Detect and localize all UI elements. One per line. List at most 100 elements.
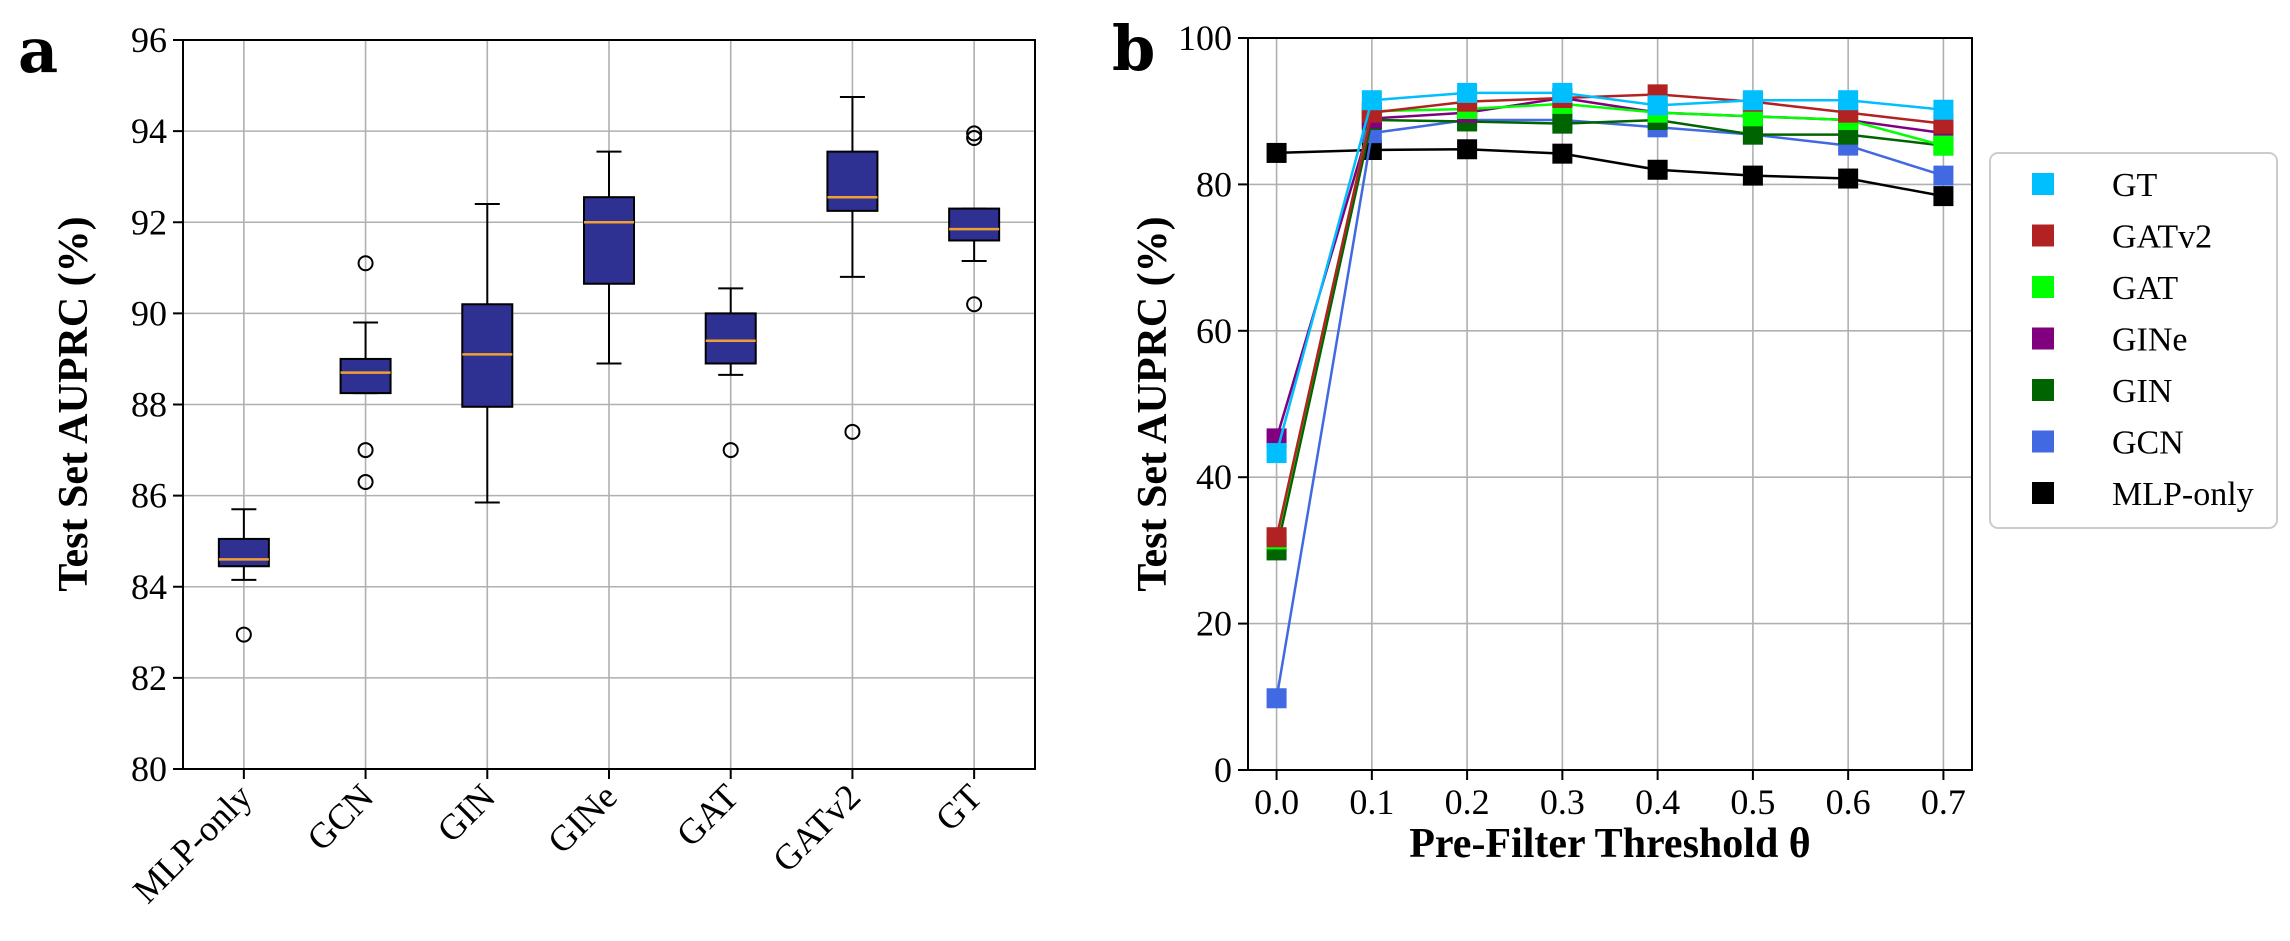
data-point bbox=[1742, 90, 1763, 111]
legend-item-gatv2: GATv2 bbox=[2032, 219, 2212, 256]
box-iqr bbox=[948, 207, 1001, 242]
y-tick-label: 80 bbox=[1196, 164, 1232, 204]
line-chart-legend: GT GATv2 GAT GINe GIN GCN MLP-only bbox=[1989, 152, 2278, 529]
y-tick-label: 94 bbox=[131, 111, 167, 151]
boxplot-boxes bbox=[217, 95, 1001, 643]
data-point bbox=[1361, 90, 1382, 111]
y-tick-label: 100 bbox=[1178, 18, 1232, 58]
legend-item-gt: GT bbox=[2032, 167, 2158, 204]
legend-item-gin: GIN bbox=[2032, 373, 2172, 410]
box-iqr bbox=[826, 150, 879, 212]
line-chart-x-axis-label: Pre-Filter Threshold θ bbox=[1409, 821, 1810, 867]
outlier-point bbox=[722, 442, 739, 459]
outlier-point bbox=[235, 626, 252, 643]
outlier-point bbox=[966, 129, 983, 146]
x-tick-label: 0.1 bbox=[1349, 782, 1394, 822]
data-point bbox=[1552, 82, 1573, 103]
data-point bbox=[1457, 139, 1478, 160]
data-point bbox=[1266, 443, 1287, 464]
x-tick-label-mlp-only: MLP-only bbox=[125, 776, 259, 910]
box-iqr bbox=[217, 537, 270, 568]
data-point bbox=[1742, 124, 1763, 145]
legend-label: GCN bbox=[2112, 425, 2184, 462]
data-point bbox=[1266, 688, 1287, 709]
box-gin bbox=[461, 203, 514, 504]
line-chart-series bbox=[1266, 82, 1954, 709]
boxplot-panel: 80 82 84 86 88 90 92 94 96 MLP-only GCN GIN GINe GAT… bbox=[51, 20, 1036, 911]
data-point bbox=[1838, 90, 1859, 111]
data-point bbox=[1838, 168, 1859, 189]
legend-item-gine: GINe bbox=[2032, 322, 2188, 359]
y-tick-label: 80 bbox=[131, 749, 167, 789]
box-gat bbox=[704, 287, 757, 459]
outlier-point bbox=[357, 442, 374, 459]
outlier-point bbox=[966, 125, 983, 142]
data-point bbox=[1552, 113, 1573, 134]
data-point bbox=[1933, 135, 1954, 156]
x-tick-label-gine: GINe bbox=[540, 776, 625, 861]
outlier-point bbox=[357, 255, 374, 272]
box-iqr bbox=[583, 196, 635, 285]
outlier-point bbox=[844, 423, 861, 440]
y-tick-label: 86 bbox=[131, 476, 167, 516]
legend-label: GATv2 bbox=[2112, 219, 2212, 256]
legend-label: GAT bbox=[2112, 270, 2178, 307]
outlier-point bbox=[966, 296, 983, 313]
outlier-point bbox=[357, 473, 374, 490]
x-tick-label-gcn: GCN bbox=[299, 776, 381, 858]
x-tick-label: 0.4 bbox=[1635, 782, 1680, 822]
panel-b-letter: b bbox=[1112, 12, 1155, 85]
data-point bbox=[1457, 82, 1478, 103]
series-line bbox=[1275, 91, 1944, 454]
data-point bbox=[1552, 143, 1573, 164]
boxplot-x-ticks: MLP-only GCN GIN GINe GAT GATv2 GT bbox=[125, 769, 990, 911]
y-tick-label: 82 bbox=[131, 658, 167, 698]
legend-swatch bbox=[2032, 430, 2054, 453]
panel-a-letter: a bbox=[18, 14, 58, 87]
legend-swatch bbox=[2032, 224, 2054, 247]
y-tick-label: 90 bbox=[131, 293, 167, 333]
legend-label: GIN bbox=[2112, 373, 2172, 410]
legend-item-mlp-only: MLP-only bbox=[2032, 476, 2254, 513]
series-line bbox=[1275, 118, 1944, 551]
legend-item-gcn: GCN bbox=[2032, 425, 2184, 462]
series-gcn bbox=[1266, 109, 1954, 709]
x-tick-label-gatv2: GATv2 bbox=[765, 776, 868, 879]
x-tick-label: 0.7 bbox=[1921, 782, 1966, 822]
data-point bbox=[1933, 99, 1954, 120]
data-point bbox=[1647, 159, 1668, 180]
y-tick-label: 60 bbox=[1196, 311, 1232, 351]
data-point bbox=[1266, 527, 1287, 548]
x-tick-label: 0.5 bbox=[1730, 782, 1775, 822]
line-chart-panel: 0 20 40 60 80 100 0.0 0.1 0.2 0.3 0.4 0.5 0.6 0.7 Te… bbox=[1130, 18, 2278, 867]
legend-label: GT bbox=[2112, 167, 2158, 204]
x-tick-label: 0.3 bbox=[1540, 782, 1585, 822]
box-gine bbox=[583, 150, 635, 365]
line-chart-frame bbox=[1247, 37, 1973, 771]
legend-swatch bbox=[2032, 379, 2054, 401]
boxplot-y-ticks: 80 82 84 86 88 90 92 94 96 bbox=[131, 20, 183, 789]
line-chart-x-ticks: 0.0 0.1 0.2 0.3 0.4 0.5 0.6 0.7 bbox=[1254, 770, 1966, 822]
x-tick-label: 0.2 bbox=[1445, 782, 1490, 822]
y-tick-label: 20 bbox=[1196, 604, 1232, 644]
y-tick-label: 0 bbox=[1214, 750, 1232, 790]
legend-swatch bbox=[2032, 327, 2054, 350]
legend-swatch bbox=[2032, 173, 2054, 195]
box-gcn bbox=[339, 255, 392, 490]
box-gt bbox=[948, 125, 1001, 313]
legend-item-gat: GAT bbox=[2032, 270, 2178, 307]
legend-swatch bbox=[2032, 276, 2054, 298]
x-tick-label-gat: GAT bbox=[669, 776, 747, 854]
series-line bbox=[1275, 118, 1944, 699]
y-tick-label: 92 bbox=[131, 202, 167, 242]
data-point bbox=[1933, 165, 1954, 186]
line-chart-grid bbox=[1248, 37, 1972, 771]
legend-box bbox=[1989, 152, 2278, 529]
series-mlp-only bbox=[1266, 139, 1954, 207]
box-iqr bbox=[339, 357, 392, 395]
line-chart-y-ticks: 0 20 40 60 80 100 bbox=[1178, 18, 1248, 790]
x-tick-label-gt: GT bbox=[928, 776, 990, 838]
data-point bbox=[1742, 165, 1763, 186]
series-line bbox=[1275, 93, 1944, 538]
